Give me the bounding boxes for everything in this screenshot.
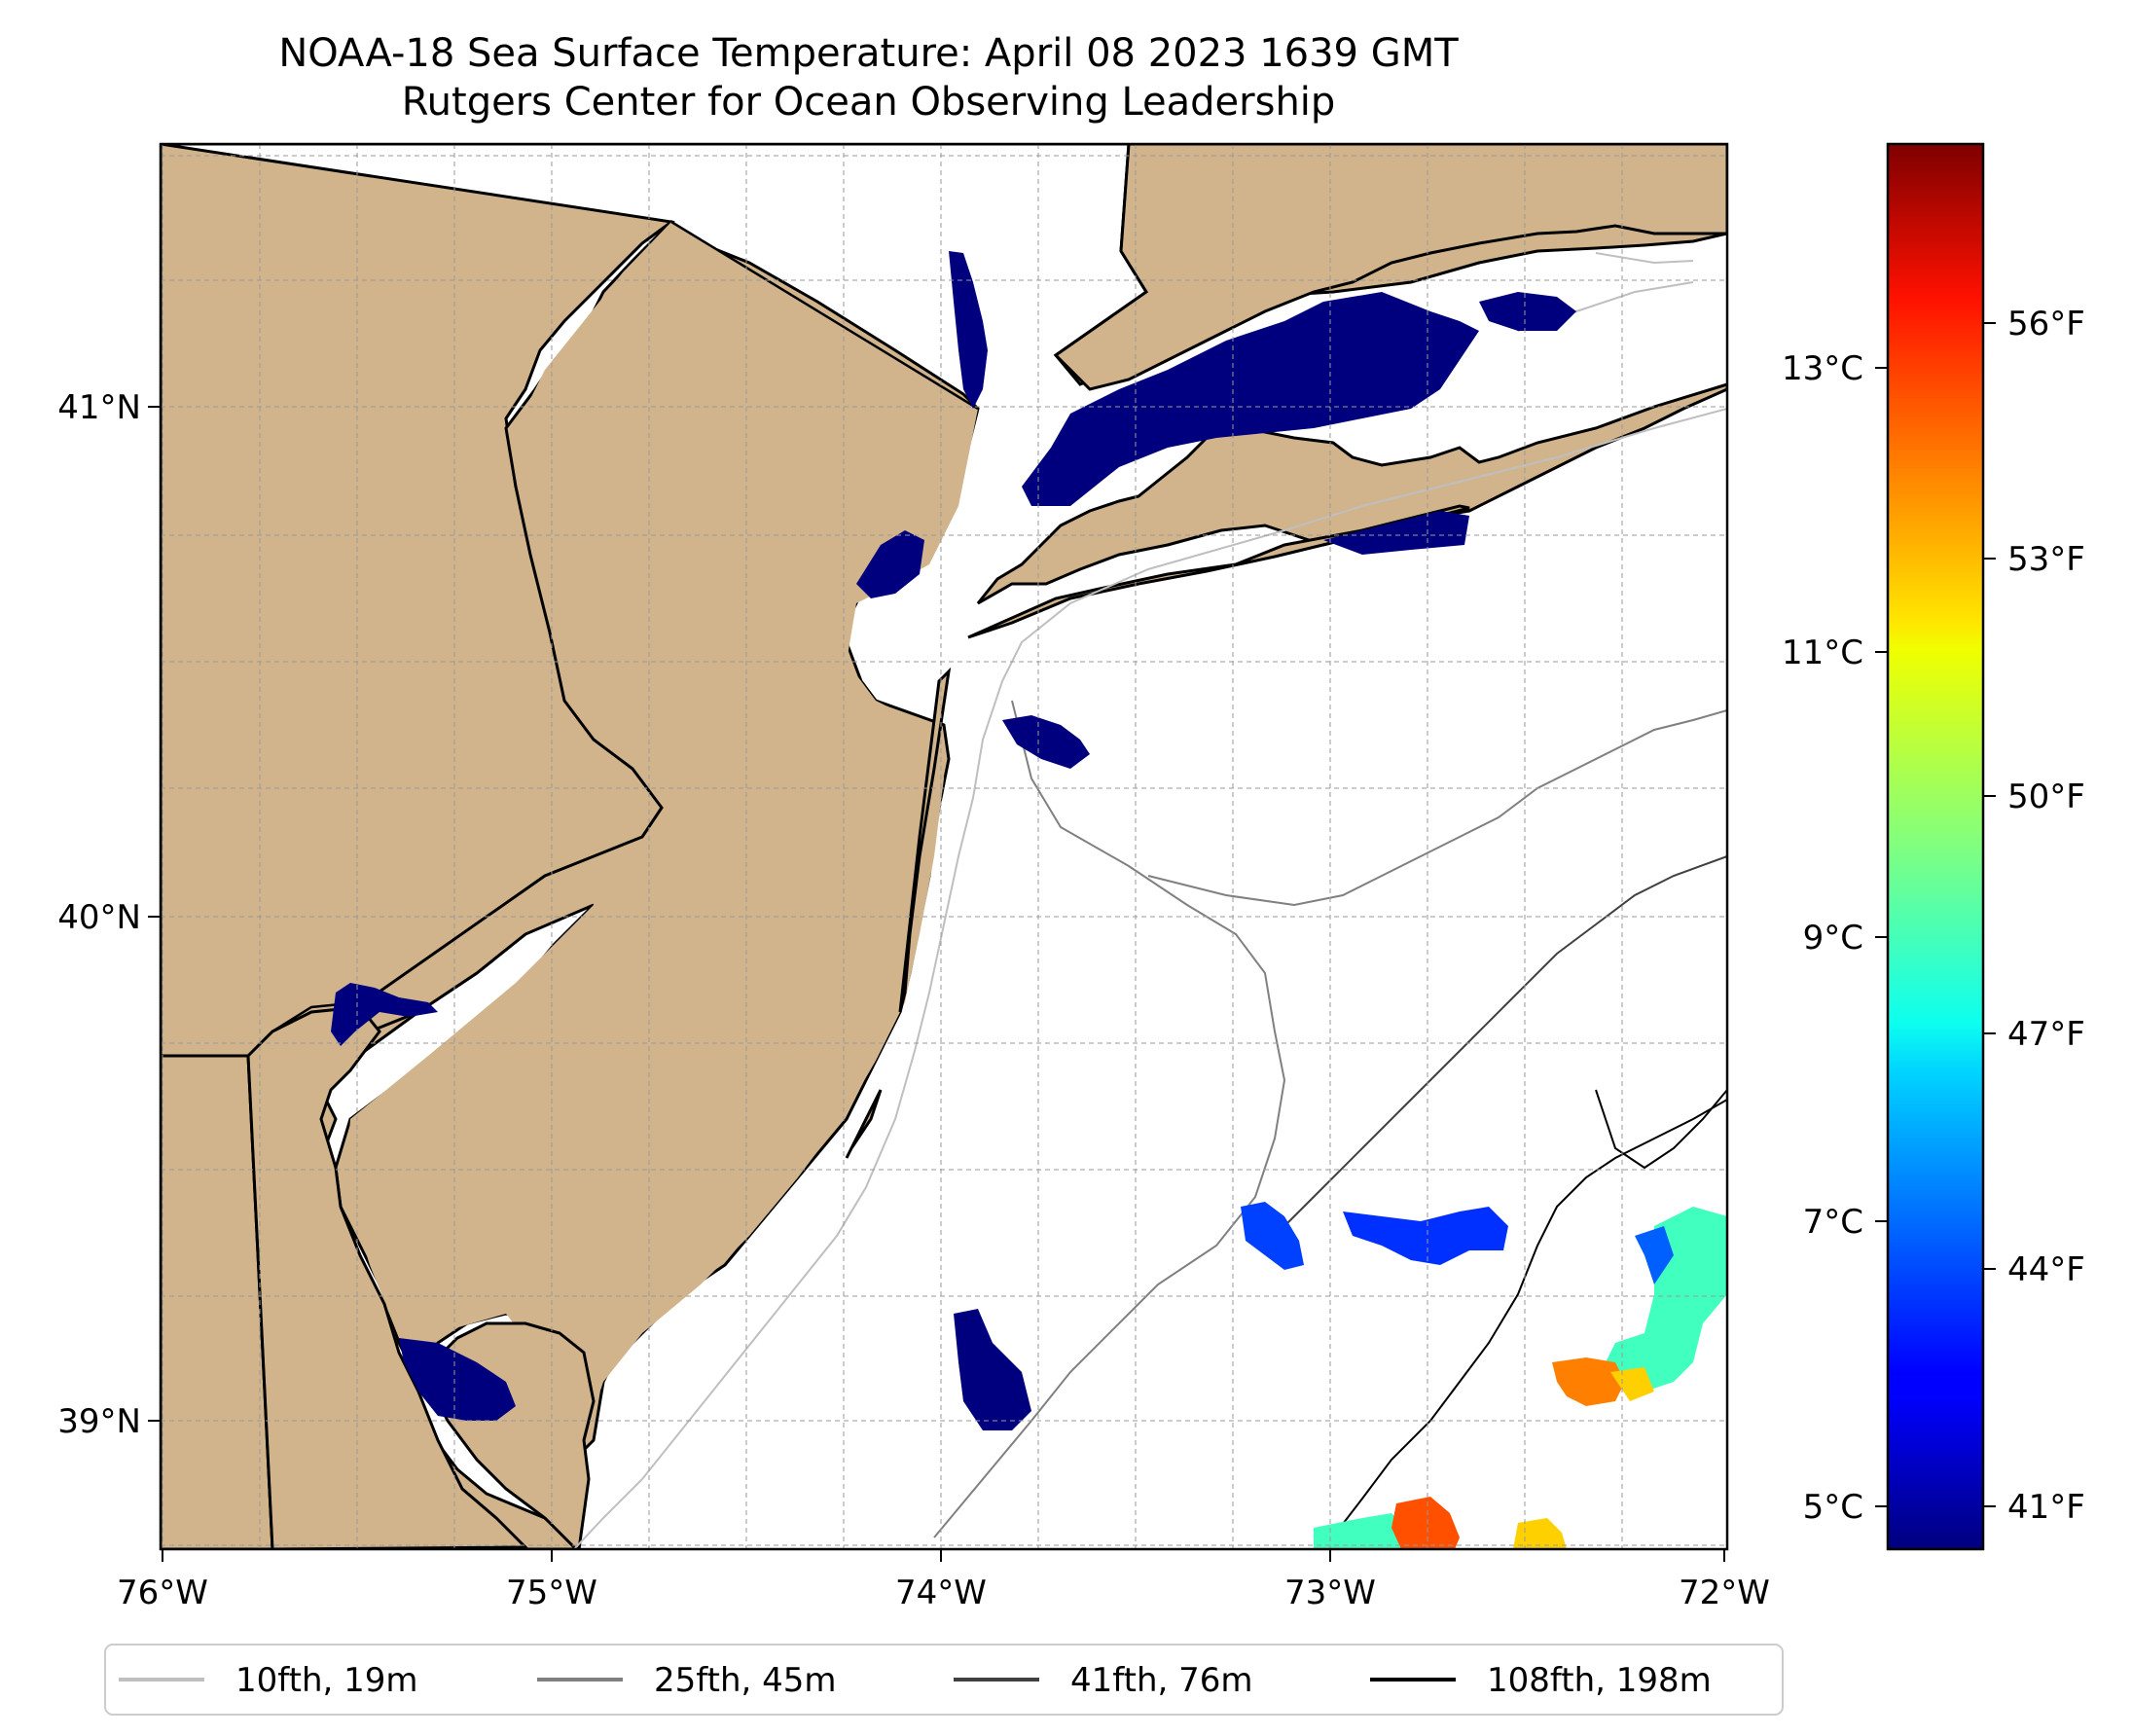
sst-patch — [331, 983, 438, 1046]
colorbar-ticks — [1875, 322, 1996, 1507]
lat-tick-label: 40°N — [57, 898, 141, 937]
contour-41fth — [1283, 855, 1727, 1227]
land-connecticut — [1053, 144, 1727, 391]
colorbar-fahrenheit-label: 50°F — [2007, 778, 2085, 816]
map-ticks — [148, 406, 1725, 1562]
lon-tick-label: 73°W — [1284, 1573, 1376, 1612]
state-border-ny-nj — [670, 220, 979, 411]
lon-tick-label: 76°W — [117, 1573, 208, 1612]
contour-10fth — [573, 408, 1727, 1549]
state-border-ny-ct — [1054, 144, 1148, 385]
colorbar-fahrenheit-label: 53°F — [2007, 540, 2085, 579]
colorbar-celsius-label: 9°C — [1803, 919, 1863, 958]
map-title: NOAA-18 Sea Surface Temperature: April 0… — [278, 31, 1459, 76]
lon-tick-label: 74°W — [895, 1573, 987, 1612]
map-subtitle: Rutgers Center for Ocean Observing Leade… — [401, 80, 1336, 125]
colorbar-fahrenheit-label: 56°F — [2007, 305, 2085, 344]
sst-patch — [1002, 715, 1090, 769]
colorbar-fahrenheit-label: 41°F — [2007, 1488, 2085, 1527]
lon-tick-label: 75°W — [506, 1573, 597, 1612]
legend-label: 10fth, 19m — [235, 1661, 418, 1700]
colorbar-celsius-label: 13°C — [1782, 349, 1863, 388]
sst-patch — [1314, 1513, 1411, 1549]
sst-patch — [1241, 1202, 1304, 1270]
sst-patch — [1635, 1226, 1674, 1284]
legend-label: 41fth, 76m — [1070, 1661, 1253, 1700]
colorbar-gradient — [1886, 142, 1985, 1551]
sst-patch — [954, 1309, 1031, 1430]
colorbar-celsius-label: 5°C — [1803, 1488, 1863, 1527]
map-panel — [161, 144, 1727, 1549]
contour-25fth-b — [1147, 709, 1727, 907]
contour-25fth — [933, 700, 1286, 1538]
sst-patch — [1513, 1518, 1567, 1549]
legend-label: 108fth, 198m — [1487, 1661, 1712, 1700]
sst-patch — [1610, 1367, 1654, 1401]
sst-patch — [856, 530, 924, 598]
map-frame — [159, 142, 1729, 1551]
colorbar-celsius-label: 7°C — [1803, 1203, 1863, 1242]
contour-108fth — [1322, 1099, 1727, 1549]
sst-patch — [949, 251, 988, 409]
sst-patch — [1479, 292, 1576, 331]
sst-patch — [1606, 1207, 1727, 1392]
barrier-island — [845, 1089, 883, 1159]
sst-patch — [1343, 1207, 1508, 1265]
colorbar-fahrenheit-label: 44°F — [2007, 1250, 2085, 1289]
contour-108fth-b — [1595, 1089, 1727, 1170]
sst-patch — [1552, 1357, 1625, 1406]
legend-label: 25fth, 45m — [654, 1661, 837, 1700]
land-nj-interior — [345, 222, 978, 1440]
lon-tick-label: 72°W — [1679, 1573, 1770, 1612]
lat-tick-label: 39°N — [57, 1402, 141, 1441]
legend-box — [104, 1644, 1784, 1716]
sst-patch — [399, 1338, 516, 1421]
contour-legend: 10fth, 19m 25fth, 45m 41fth, 76m 108fth,… — [104, 1644, 1784, 1716]
barrier-island — [898, 667, 952, 1013]
colorbar-celsius-label: 11°C — [1782, 633, 1863, 672]
sst-patch — [1323, 511, 1469, 555]
map-gridlines — [161, 144, 1727, 1549]
colorbar: 13°C 11°C 9°C 7°C 5°C 56°F 53°F 50°F 47°… — [1782, 142, 2085, 1551]
sst-patch — [1391, 1497, 1460, 1549]
state-border-pa-de — [161, 1000, 361, 1058]
lat-tick-label: 41°N — [57, 388, 141, 427]
colorbar-fahrenheit-label: 47°F — [2007, 1015, 2085, 1054]
